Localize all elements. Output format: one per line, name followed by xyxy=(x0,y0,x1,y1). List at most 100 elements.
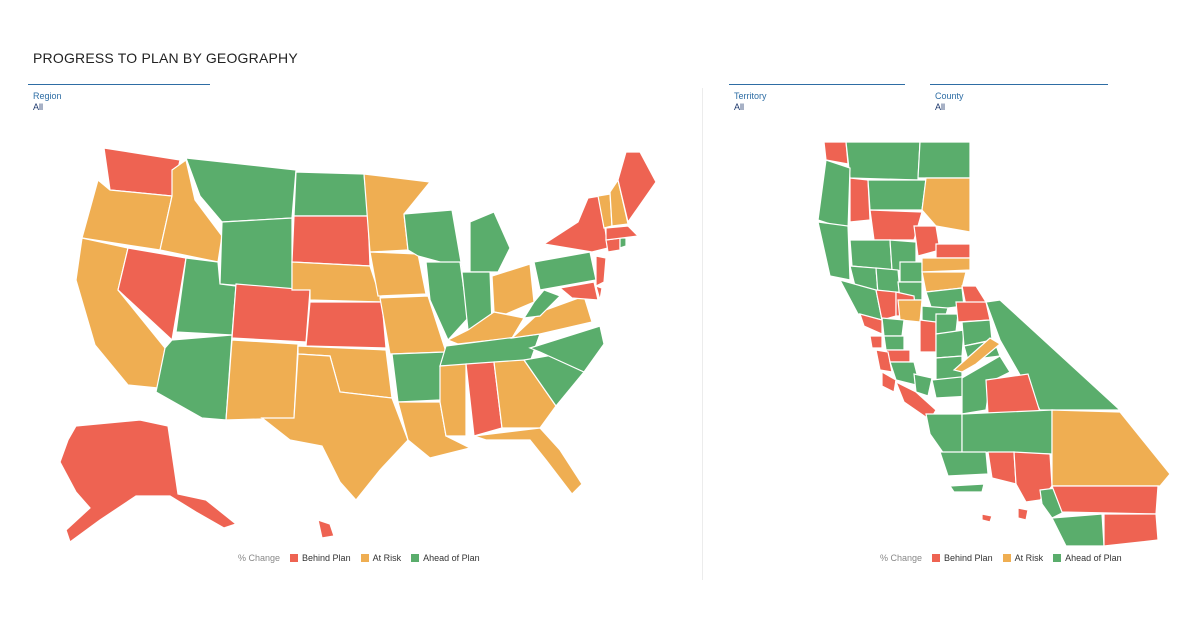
legend-item-behind[interactable]: Behind Plan xyxy=(290,553,351,563)
state-new-york[interactable] xyxy=(542,195,609,253)
panel-divider xyxy=(702,88,703,580)
county-filter-value[interactable]: All xyxy=(935,102,946,112)
territory-filter-line xyxy=(729,84,905,85)
county-san-benito[interactable] xyxy=(913,373,933,397)
legend-swatch-ahead xyxy=(411,554,420,562)
state-new-mexico[interactable] xyxy=(225,339,299,421)
legend-swatch-behind xyxy=(932,554,941,562)
state-maryland[interactable] xyxy=(558,281,599,301)
county-san-joaquin[interactable] xyxy=(919,319,937,353)
state-idaho[interactable] xyxy=(159,158,223,263)
county-sierra[interactable] xyxy=(935,243,971,259)
state-texas[interactable] xyxy=(260,353,409,501)
county-stanislaus[interactable] xyxy=(935,329,965,359)
us-map-legend: % Change Behind Plan At Risk Ahead of Pl… xyxy=(238,553,490,563)
state-rhode-island[interactable] xyxy=(619,237,627,249)
state-new-hampshire[interactable] xyxy=(609,178,629,227)
state-illinois[interactable] xyxy=(425,261,469,342)
state-georgia[interactable] xyxy=(493,359,557,429)
legend-label-risk: At Risk xyxy=(372,553,402,563)
legend-item-risk[interactable]: At Risk xyxy=(1002,553,1044,563)
county-catalina-island[interactable] xyxy=(1017,507,1029,521)
state-arizona[interactable] xyxy=(155,334,233,421)
legend-item-ahead[interactable]: Ahead of Plan xyxy=(1053,553,1122,563)
county-shasta[interactable] xyxy=(867,179,927,211)
state-florida[interactable] xyxy=(473,427,583,495)
state-washington[interactable] xyxy=(103,147,181,197)
county-santa-cruz[interactable] xyxy=(881,370,897,393)
county-fresno[interactable] xyxy=(952,337,1002,373)
county-filter-label: County xyxy=(935,91,964,101)
legend-label-ahead: Ahead of Plan xyxy=(423,553,480,563)
state-iowa[interactable] xyxy=(369,251,427,297)
state-delaware[interactable] xyxy=(595,285,603,301)
county-glenn[interactable] xyxy=(849,239,893,271)
county-tehama[interactable] xyxy=(869,209,923,241)
county-san-clemente-island[interactable] xyxy=(981,513,993,523)
state-north-carolina[interactable] xyxy=(528,325,605,373)
region-filter-label: Region xyxy=(33,91,62,101)
county-san-diego[interactable] xyxy=(1051,513,1105,547)
state-west-virginia[interactable] xyxy=(522,289,562,319)
state-south-dakota[interactable] xyxy=(291,215,371,267)
legend-swatch-behind xyxy=(290,554,299,562)
county-kern[interactable] xyxy=(961,409,1053,455)
us-map xyxy=(59,147,657,543)
region-filter[interactable]: Region All xyxy=(28,84,210,112)
state-new-jersey[interactable] xyxy=(595,255,607,287)
state-maine[interactable] xyxy=(617,151,657,224)
state-hawaii[interactable] xyxy=(317,519,335,539)
county-nevada[interactable] xyxy=(921,257,971,273)
legend-label-risk: At Risk xyxy=(1014,553,1044,563)
county-yuba[interactable] xyxy=(899,261,923,283)
territory-filter-value[interactable]: All xyxy=(734,102,745,112)
county-tuolumne[interactable] xyxy=(955,301,991,323)
county-contra-costa[interactable] xyxy=(883,335,905,351)
county-san-francisco[interactable] xyxy=(869,335,883,349)
county-san-mateo[interactable] xyxy=(875,349,893,373)
legend-label-behind: Behind Plan xyxy=(944,553,993,563)
county-filter[interactable]: County All xyxy=(930,84,1108,112)
county-san-bernardino[interactable] xyxy=(1051,409,1171,487)
county-riverside[interactable] xyxy=(1051,485,1159,515)
legend-swatch-ahead xyxy=(1053,554,1062,562)
county-sacramento[interactable] xyxy=(897,299,923,323)
state-colorado[interactable] xyxy=(231,283,311,343)
legend-label-ahead: Ahead of Plan xyxy=(1065,553,1122,563)
county-lassen[interactable] xyxy=(921,177,971,233)
county-marin[interactable] xyxy=(859,313,883,335)
state-wyoming[interactable] xyxy=(219,217,293,291)
state-massachusetts[interactable] xyxy=(605,225,640,241)
county-mono[interactable] xyxy=(985,299,1122,411)
county-modoc[interactable] xyxy=(917,141,971,179)
territory-filter-label: Territory xyxy=(734,91,767,101)
legend-swatch-risk xyxy=(1002,554,1011,562)
legend-item-ahead[interactable]: Ahead of Plan xyxy=(411,553,480,563)
county-san-luis-obispo[interactable] xyxy=(925,413,963,455)
region-filter-value[interactable]: All xyxy=(33,102,44,112)
state-alaska[interactable] xyxy=(59,419,238,543)
state-michigan[interactable] xyxy=(469,211,511,273)
county-ventura[interactable] xyxy=(987,451,1017,485)
territory-filter[interactable]: Territory All xyxy=(729,84,905,112)
state-ohio[interactable] xyxy=(491,263,535,315)
county-humboldt[interactable] xyxy=(817,159,851,231)
county-imperial[interactable] xyxy=(1103,513,1159,547)
state-arkansas[interactable] xyxy=(391,351,447,403)
us-states xyxy=(59,147,657,543)
legend-item-risk[interactable]: At Risk xyxy=(360,553,402,563)
county-santa-barbara[interactable] xyxy=(939,451,989,477)
county-channel-islands[interactable] xyxy=(948,483,985,493)
ca-counties xyxy=(817,141,1171,547)
county-solano[interactable] xyxy=(881,317,905,337)
ca-map-legend: % Change Behind Plan At Risk Ahead of Pl… xyxy=(880,553,1132,563)
state-north-dakota[interactable] xyxy=(293,171,369,217)
state-nebraska[interactable] xyxy=(291,261,383,303)
county-siskiyou[interactable] xyxy=(845,141,921,181)
legend-title: % Change xyxy=(880,553,923,563)
county-mendocino[interactable] xyxy=(817,221,851,281)
county-trinity[interactable] xyxy=(849,177,871,223)
state-kansas[interactable] xyxy=(305,301,387,349)
legend-item-behind[interactable]: Behind Plan xyxy=(932,553,993,563)
state-mississippi[interactable] xyxy=(439,363,467,437)
